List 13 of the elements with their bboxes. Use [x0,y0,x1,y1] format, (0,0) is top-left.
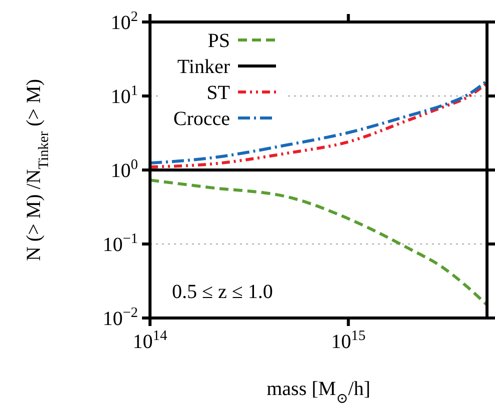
y-tick-label: 10$^{2}$ [110,9,138,34]
x-tick-label: 10$^{15}$ [331,328,366,353]
legend-label: ST [206,82,230,104]
x-tick-label: 10$^{14}$ [132,328,168,353]
legend-label: Tinker [177,56,230,78]
y-tick-label: 10$^{−1}$ [102,231,138,256]
y-tick-label: 10$^{1}$ [110,83,138,108]
legend-label: PS [208,30,230,52]
y-tick-label: 10$^{−2}$ [102,305,138,330]
y-tick-label: 10$^{0}$ [110,157,138,182]
x-axis-title: mass [M$_{⊙}$/h] [266,378,370,407]
legend-label: Crocce [173,108,230,130]
annotation: 0.5 ≤ z ≤ 1.0 [172,281,273,303]
